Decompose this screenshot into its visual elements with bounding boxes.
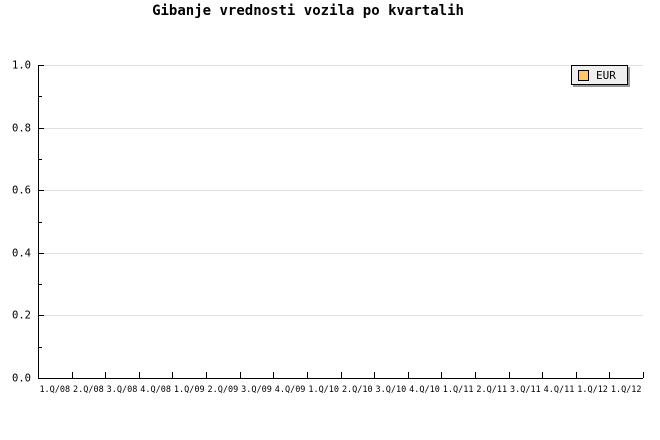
chart-title: Gibanje vrednosti vozila po kvartalih — [152, 3, 464, 19]
legend-label: EUR — [596, 68, 616, 82]
x-tick-label: 2.Q/10 — [342, 385, 373, 395]
x-tick-label: 1.Q/12 — [577, 385, 608, 395]
x-tick-label: 1.Q/08 — [39, 385, 70, 395]
x-tick-label: 3.Q/11 — [510, 385, 541, 395]
legend-swatch-eur — [578, 69, 589, 81]
x-tick-label: 2.Q/11 — [476, 385, 507, 395]
y-tick-label: 0.4 — [12, 248, 31, 260]
y-tick-label: 0.2 — [12, 310, 31, 322]
x-tick-label: 1.Q/11 — [443, 385, 474, 395]
legend: EUR — [571, 65, 628, 85]
x-tick-label: 3.Q/08 — [107, 385, 138, 395]
x-tick-label: 3.Q/10 — [376, 385, 407, 395]
x-tick-label: 4.Q/09 — [275, 385, 306, 395]
y-tick-label: 0.0 — [12, 373, 31, 385]
x-tick-label: 2.Q/08 — [73, 385, 104, 395]
y-tick-label: 0.8 — [12, 123, 31, 135]
x-tick-label: 1.Q/12 — [611, 385, 642, 395]
x-tick-label: 2.Q/09 — [208, 385, 239, 395]
y-tick-label: 0.6 — [12, 185, 31, 197]
x-tick-label: 3.Q/09 — [241, 385, 272, 395]
x-tick-label: 4.Q/08 — [140, 385, 171, 395]
x-tick-label: 1.Q/09 — [174, 385, 205, 395]
y-tick-label: 1.0 — [12, 60, 31, 72]
x-tick-label: 1.Q/10 — [308, 385, 339, 395]
x-tick-label: 4.Q/10 — [409, 385, 440, 395]
x-tick-label: 4.Q/11 — [544, 385, 575, 395]
